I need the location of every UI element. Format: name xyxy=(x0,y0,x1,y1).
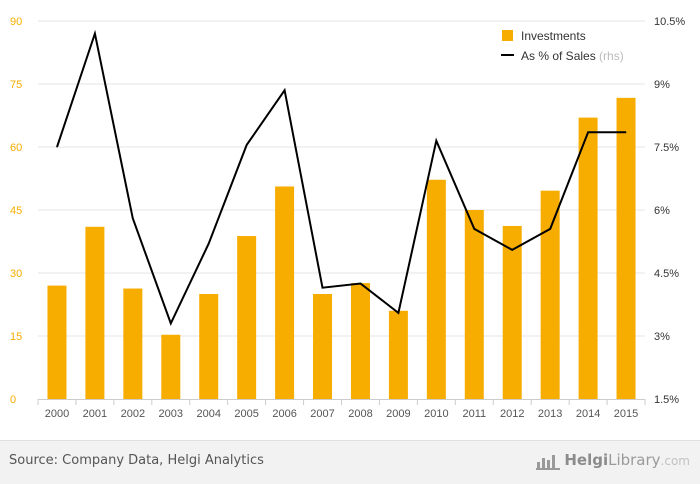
bar xyxy=(199,294,219,399)
x-tick-label: 2011 xyxy=(462,408,486,420)
line-point xyxy=(132,217,134,219)
y-right-tick-label: 10.5% xyxy=(654,16,685,28)
x-tick-label: 2003 xyxy=(159,408,183,420)
x-tick-label: 2009 xyxy=(386,408,410,420)
line-point xyxy=(549,228,551,230)
y-right-tick-label: 9% xyxy=(654,79,670,91)
line-point xyxy=(359,283,361,284)
y-right-tick-label: 3% xyxy=(654,331,670,343)
line-point xyxy=(170,322,172,324)
bar xyxy=(85,226,105,399)
x-tick-label: 2008 xyxy=(348,408,372,420)
x-tick-label: 2013 xyxy=(538,408,562,420)
y-left-tick-label: 15 xyxy=(10,331,22,343)
legend-label-sales-share-main: As % of Sales xyxy=(521,49,599,63)
line-point xyxy=(473,228,475,230)
bar xyxy=(578,117,598,399)
legend-swatch-investments xyxy=(502,30,513,41)
y-right-tick-label: 6% xyxy=(654,205,670,217)
line-point xyxy=(435,140,437,142)
bar xyxy=(275,186,295,399)
brand-logo[interactable]: HelgiLibrary.com xyxy=(536,451,690,470)
line-point xyxy=(56,146,58,148)
x-tick-label: 2002 xyxy=(121,408,145,420)
x-tick-label: 2014 xyxy=(576,408,600,420)
source-text: Source: Company Data, Helgi Analytics xyxy=(9,453,264,468)
x-tick-label: 2001 xyxy=(83,408,107,420)
line-point xyxy=(625,131,627,133)
y-left-tick-label: 75 xyxy=(10,79,22,91)
bar xyxy=(388,310,408,399)
legend-label-sales-share: As % of Sales (rhs) xyxy=(521,49,624,63)
chart: 0 1.5% 15 3% 30 4.5% 45 6% 60 7.5% 75 9% 90 10.5% 2000… xyxy=(10,16,685,420)
legend[interactable]: Investments As % of Sales (rhs) xyxy=(501,29,624,63)
bar xyxy=(464,210,484,399)
x-tick-label: 2004 xyxy=(196,408,220,420)
brand-domain: .com xyxy=(660,454,690,468)
line-point xyxy=(322,287,324,289)
y-left-tick-label: 90 xyxy=(10,16,22,28)
sales-share-line xyxy=(56,29,626,326)
legend-label-sales-share-suffix: (rhs) xyxy=(599,49,624,63)
bar xyxy=(616,97,636,400)
bar xyxy=(502,225,522,399)
bar xyxy=(237,236,257,399)
line-point xyxy=(397,312,399,314)
y-right-tick-label: 7.5% xyxy=(654,142,679,154)
bar xyxy=(540,190,560,399)
line-group xyxy=(56,29,627,326)
brand-name-part2: Library xyxy=(608,451,661,469)
y-left-tick-label: 30 xyxy=(10,268,22,280)
x-tick-label: 2010 xyxy=(424,408,448,420)
x-tick-label: 2015 xyxy=(614,408,638,420)
y-left-tick-label: 60 xyxy=(10,142,22,154)
footer: Source: Company Data, Helgi Analytics He… xyxy=(0,440,700,484)
y-right-tick-label: 4.5% xyxy=(654,268,679,280)
x-tick-label: 2005 xyxy=(234,408,258,420)
bar xyxy=(350,283,370,399)
line-point xyxy=(208,243,210,245)
bar xyxy=(426,179,446,399)
y-left-tick-label: 45 xyxy=(10,205,22,217)
line-point xyxy=(587,131,589,133)
y-left-tick-label: 0 xyxy=(10,394,16,406)
bar xyxy=(123,288,143,399)
y-right-tick-label: 1.5% xyxy=(654,394,679,406)
bar xyxy=(47,285,67,399)
axes-group: 0 1.5% 15 3% 30 4.5% 45 6% 60 7.5% 75 9% 90 10.5% 2000… xyxy=(10,16,685,420)
bars-group xyxy=(47,97,636,400)
line-point xyxy=(284,89,286,91)
x-tick-label: 2006 xyxy=(272,408,296,420)
line-point xyxy=(246,144,248,146)
x-tick-label: 2012 xyxy=(500,408,524,420)
bar-chart-icon xyxy=(536,454,561,470)
legend-label-investments: Investments xyxy=(521,29,586,43)
bar xyxy=(161,334,181,399)
line-point xyxy=(511,249,513,251)
line-point xyxy=(94,33,96,35)
brand-name-part1: Helgi xyxy=(564,451,609,469)
bar xyxy=(313,294,333,399)
x-tick-label: 2000 xyxy=(45,408,69,420)
x-tick-label: 2007 xyxy=(310,408,334,420)
